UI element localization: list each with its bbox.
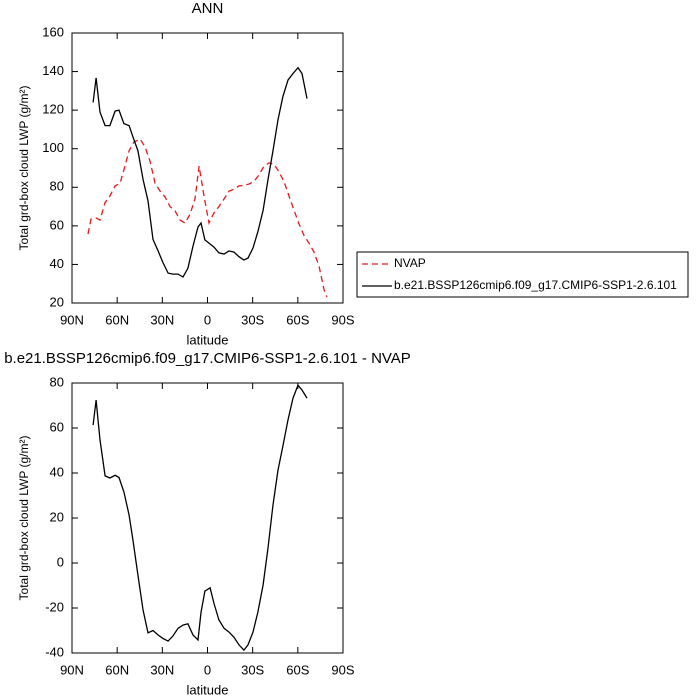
chart-title: ANN xyxy=(192,0,224,17)
x-tick-label: 30S xyxy=(241,662,264,677)
y-tick-label: 40 xyxy=(50,256,64,271)
x-axis-label: latitude xyxy=(187,682,229,697)
y-tick-label: 100 xyxy=(42,140,64,155)
y-tick-label: 120 xyxy=(42,102,64,117)
x-tick-label: 60N xyxy=(105,312,129,327)
y-tick-label: 140 xyxy=(42,63,64,78)
x-tick-label: 60N xyxy=(105,662,129,677)
series-line xyxy=(92,384,308,652)
x-tick-label: 30S xyxy=(241,312,264,327)
y-tick-label: 20 xyxy=(50,294,64,309)
y-tick-label: 160 xyxy=(42,24,64,39)
y-axis-label: Total grd-box cloud LWP (g/m²) xyxy=(17,86,31,251)
y-tick-label: 60 xyxy=(50,419,64,434)
x-tick-label: 60S xyxy=(286,312,309,327)
chart-title: b.e21.BSSP126cmip6.f09_g17.CMIP6-SSP1-2.… xyxy=(4,350,411,367)
series-line xyxy=(92,66,308,278)
plot-frame xyxy=(71,32,344,304)
x-tick-label: 90N xyxy=(60,662,84,677)
x-tick-label: 90N xyxy=(60,312,84,327)
x-tick-label: 30N xyxy=(150,312,174,327)
y-tick-label: -40 xyxy=(45,644,64,659)
x-tick-label: 90S xyxy=(331,312,354,327)
x-tick-label: 0 xyxy=(204,662,211,677)
y-tick-label: -20 xyxy=(45,599,64,614)
x-tick-label: 90S xyxy=(331,662,354,677)
y-axis-label: Total grd-box cloud LWP (g/m²) xyxy=(17,436,31,601)
y-tick-label: 60 xyxy=(50,217,64,232)
x-tick-label: 30N xyxy=(150,662,174,677)
y-tick-label: 0 xyxy=(57,554,64,569)
legend-label: b.e21.BSSP126cmip6.f09_g17.CMIP6-SSP1-2.… xyxy=(394,278,677,292)
series-line xyxy=(87,138,328,298)
x-axis-label: latitude xyxy=(187,332,229,347)
y-tick-label: 80 xyxy=(50,179,64,194)
plot-frame xyxy=(71,382,344,654)
y-tick-label: 80 xyxy=(50,374,64,389)
x-tick-label: 60S xyxy=(286,662,309,677)
y-tick-label: 40 xyxy=(50,464,64,479)
legend-label: NVAP xyxy=(394,256,426,270)
x-tick-label: 0 xyxy=(204,312,211,327)
y-tick-label: 20 xyxy=(50,509,64,524)
legend-box xyxy=(356,251,689,298)
